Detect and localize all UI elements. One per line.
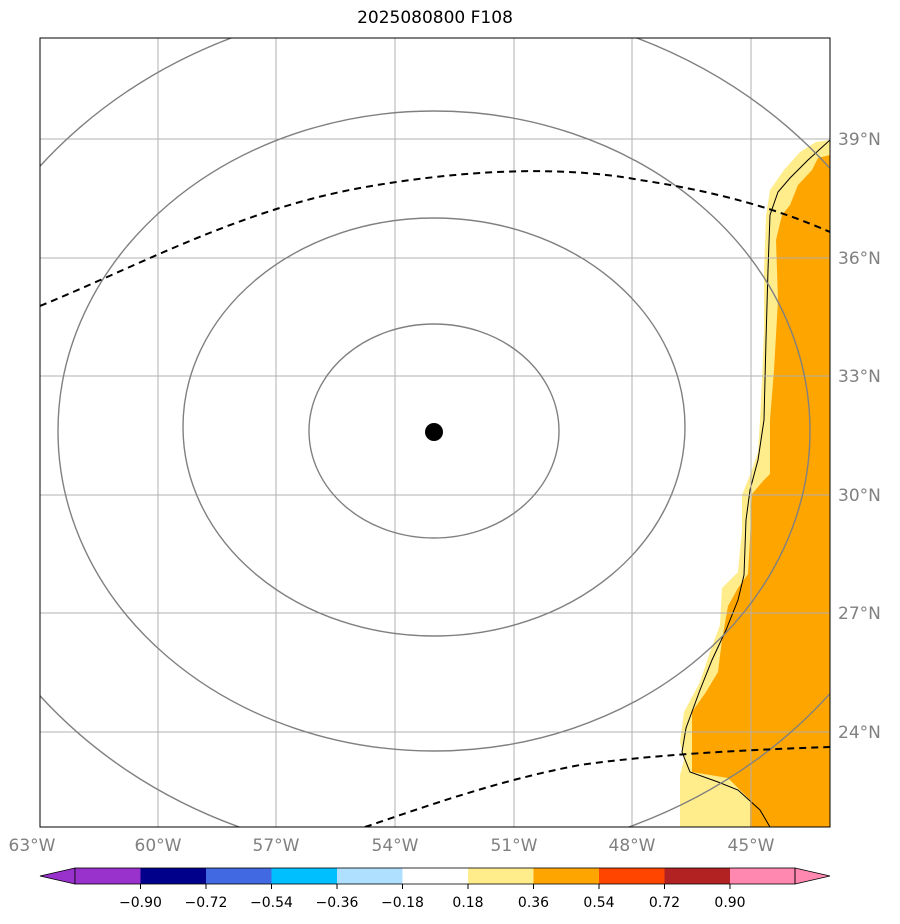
map-frame [39, 37, 831, 828]
lon-label-54w: 54°W [372, 836, 419, 856]
lat-label-33n: 33°N [838, 367, 881, 387]
parallels [40, 138, 830, 733]
colorbar-extend-high [794, 867, 831, 885]
colorbar-bin-7 [468, 868, 534, 884]
colorbar-label-2: −0.72 [185, 895, 228, 911]
colorbar-ticks [140, 884, 731, 889]
lat-label-27n: 27°N [838, 604, 881, 624]
latitude-labels: 39°N 36°N 33°N 30°N 27°N 24°N [838, 130, 881, 743]
lat-label-39n: 39°N [838, 130, 881, 150]
colorbar-label-5: −0.18 [381, 895, 424, 911]
lon-label-45w: 45°W [728, 836, 775, 856]
lon-label-57w: 57°W [253, 836, 300, 856]
colorbar-bin-1 [75, 868, 141, 884]
longitude-labels: 63°W 60°W 57°W 54°W 51°W 48°W 45°W [9, 836, 775, 856]
lon-label-48w: 48°W [609, 836, 656, 856]
colorbar-label-4: −0.36 [316, 895, 359, 911]
shaded-field-orange [692, 155, 830, 827]
colorbar-bin-5 [337, 868, 403, 884]
lat-label-36n: 36°N [838, 249, 881, 269]
map-title: 2025080800 F108 [357, 8, 513, 28]
storm-center-marker [425, 423, 443, 441]
meridians [157, 38, 752, 827]
colorbar-label-9: 0.72 [649, 895, 680, 911]
range-ring-1 [308, 323, 560, 539]
colorbar-label-7: 0.36 [518, 895, 549, 911]
lat-label-30n: 30°N [838, 486, 881, 506]
colorbar-label-3: −0.54 [250, 895, 293, 911]
contour-north [40, 170, 830, 307]
lon-label-63w: 63°W [9, 836, 56, 856]
coastline [681, 139, 830, 827]
colorbar-bin-6 [402, 868, 468, 884]
colorbar: −0.90 −0.72 −0.54 −0.36 −0.18 0.18 0.36 … [39, 867, 831, 911]
colorbar-extend-low [39, 867, 76, 885]
colorbar-bin-2 [140, 868, 206, 884]
range-rings [40, 38, 830, 827]
range-ring-3 [57, 110, 811, 752]
colorbar-bin-4 [271, 868, 337, 884]
colorbar-label-6: 0.18 [452, 895, 483, 911]
colorbar-bin-10 [664, 868, 730, 884]
colorbar-frame [74, 867, 796, 885]
colorbar-bin-3 [206, 868, 272, 884]
colorbar-bin-9 [599, 868, 665, 884]
lon-label-51w: 51°W [491, 836, 538, 856]
colorbar-label-10: 0.90 [714, 895, 745, 911]
colorbar-label-1: −0.90 [119, 895, 162, 911]
lat-label-24n: 24°N [838, 723, 881, 743]
colorbar-label-8: 0.54 [583, 895, 614, 911]
colorbar-bin-8 [533, 868, 599, 884]
map-panel [40, 38, 830, 827]
colorbar-bin-11 [730, 868, 795, 884]
range-ring-2 [182, 217, 686, 637]
lon-label-60w: 60°W [135, 836, 182, 856]
